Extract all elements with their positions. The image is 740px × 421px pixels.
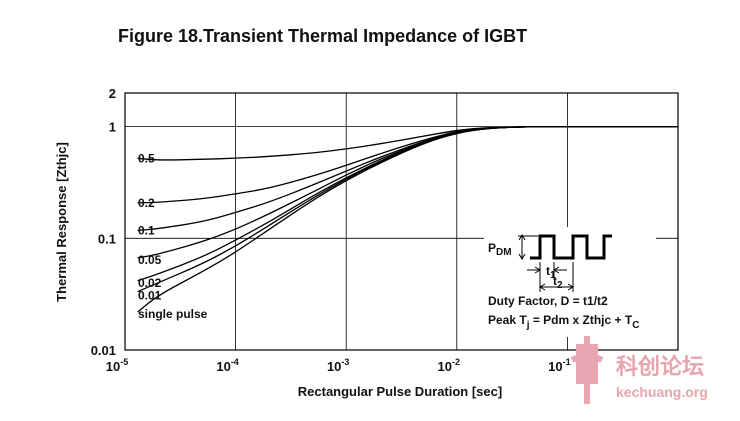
y-tick-label: 0.1 [98,231,116,246]
y-tick-label: 1 [109,120,116,135]
x-tick-label: 10-3 [327,357,349,374]
peak-formula-text: Peak Tj = Pdm x Zthjc + TC [488,313,639,331]
x-tick-labels: 10-5 10-4 10-3 10-2 10-1 [106,357,571,374]
series-label: 0.5 [138,151,155,165]
t2-arrows [539,283,574,291]
y-tick-labels: 2 1 0.1 0.01 [91,86,116,358]
series-label: single pulse [138,307,208,321]
pulse-inset: PDM t1 t2 Duty Factor, D = t1/t2 Peak Tj… [484,227,656,337]
watermark-url: kechuang.org [616,384,708,400]
duty-factor-text: Duty Factor, D = t1/t2 [488,294,608,308]
x-tick-label: 10-2 [438,357,460,374]
watermark-logo-stroke [570,336,604,404]
pdm-label: PDM [488,241,512,258]
y-tick-label: 0.01 [91,343,116,358]
series-label: 0.02 [138,276,162,290]
series-label: 0.01 [138,289,162,303]
pdm-arrowheads [518,234,526,260]
series-label: 0.2 [138,196,155,210]
curves [137,125,678,313]
watermark: 科创论坛 kechuang.org [570,336,708,404]
t1-arrows [527,266,567,274]
x-tick-label: 10-1 [548,357,570,374]
t2-label: t2 [553,274,563,291]
series-label: 0.05 [138,253,162,267]
series-line [137,125,678,161]
plot-frame [124,92,679,351]
series-label: 0.1 [138,223,155,237]
chart-title: Figure 18.Transient Thermal Impedance of… [118,26,527,46]
x-axis-label: Rectangular Pulse Duration [sec] [298,384,502,399]
y-axis-label: Thermal Response [Zthjc] [54,142,69,302]
pulse-waveform [530,234,612,260]
series-line [137,125,678,313]
inset-background [484,227,656,337]
series-line [137,125,678,204]
x-tick-label: 10-4 [216,357,238,374]
x-tick-label: 10-5 [106,357,128,374]
t1-label: t1 [546,264,556,281]
series-line [137,125,678,232]
curve-labels: 0.5 0.2 0.1 0.05 0.020.01 single pulse [138,151,208,321]
watermark-text: 科创论坛 [616,354,704,379]
y-tick-label: 2 [109,86,116,101]
